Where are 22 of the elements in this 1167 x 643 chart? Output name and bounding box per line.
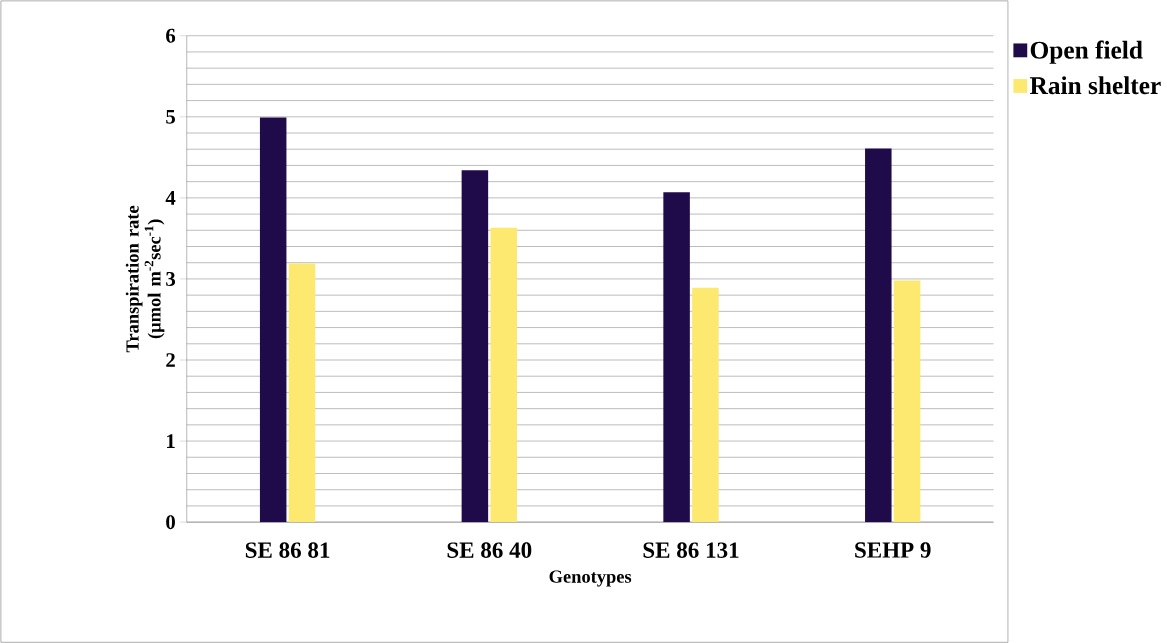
y-tick-label: 3 — [166, 271, 176, 286]
x-tick-label: SEHP 9 — [855, 542, 931, 558]
bar — [663, 192, 690, 523]
x-tick-label: SE 86 81 — [245, 542, 330, 558]
x-tick-label: SE 86 40 — [447, 542, 532, 558]
bar — [865, 148, 892, 523]
bar — [288, 263, 316, 523]
bar — [490, 227, 517, 523]
x-tick-label: SE 86 131 — [643, 542, 739, 558]
bar — [259, 117, 287, 523]
y-tick-label: 6 — [166, 28, 176, 43]
y-tick-label: 4 — [165, 190, 176, 205]
legend-label: Open field — [1030, 40, 1143, 64]
y-tick-label: 2 — [166, 353, 175, 367]
x-axis-title: Genotypes — [549, 570, 632, 587]
legend-label: Rain shelter — [1029, 76, 1161, 95]
y-tick-label: 5 — [166, 109, 175, 124]
bar — [692, 287, 719, 523]
y-tick-label: 1 — [167, 434, 175, 448]
y-tick-label: 0 — [166, 515, 175, 530]
bar — [893, 280, 921, 523]
bar — [461, 170, 489, 523]
